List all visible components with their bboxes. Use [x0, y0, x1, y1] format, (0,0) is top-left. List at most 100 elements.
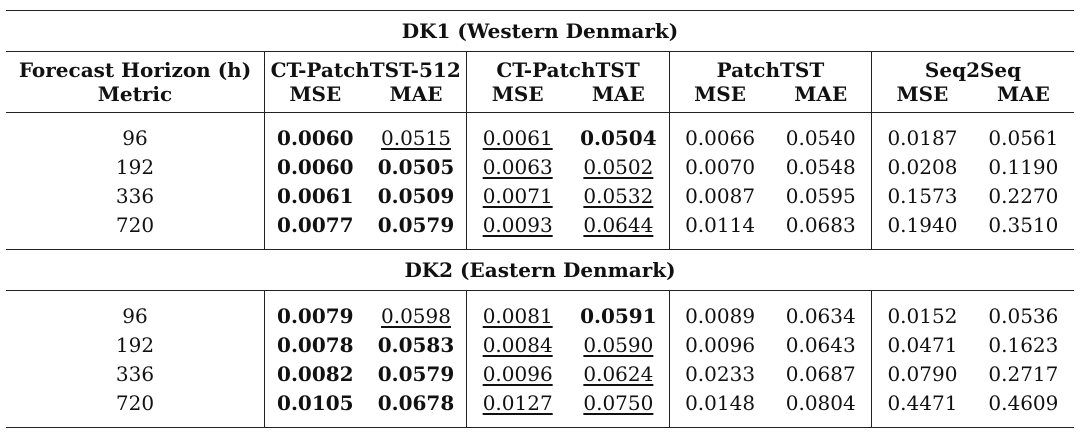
metric-value: 0.0579: [377, 361, 455, 386]
table-row: 336 0.0082 0.0579 0.0096 0.0624 0.0233 0.0687 0…: [6, 359, 1074, 388]
metric-cell: 0.0096: [668, 330, 771, 359]
metric-value: 0.0070: [685, 154, 756, 179]
metric-cell: 0.0060: [263, 123, 366, 152]
metric-value: 0.0148: [685, 390, 756, 415]
metric-value: 0.0644: [583, 212, 654, 237]
metric-cell: 0.0643: [770, 330, 871, 359]
metric-cell: 0.0634: [770, 301, 871, 330]
metric-value: 0.0187: [887, 125, 958, 150]
metric-cell: 0.0071: [466, 181, 569, 210]
metric-cell: 0.0644: [568, 210, 669, 239]
table-row: 192 0.0060 0.0505 0.0063 0.0502 0.0070 0.0548 0…: [6, 152, 1074, 181]
metric-value: 0.0591: [580, 303, 657, 328]
metric-cell: 0.0687: [770, 359, 871, 388]
metric-cell: 0.0061: [466, 123, 569, 152]
metric-mse-header: MSE: [263, 82, 366, 113]
metric-cell: 0.0152: [871, 301, 973, 330]
metric-value: 0.0096: [482, 361, 553, 386]
metric-cell: 0.4609: [973, 388, 1074, 417]
metric-value: 0.0579: [377, 212, 455, 237]
metric-value: 0.0515: [381, 125, 451, 150]
section-title-dk2: DK2 (Eastern Denmark): [404, 258, 676, 282]
metric-cell: 0.0532: [568, 181, 669, 210]
metric-value: 0.0082: [277, 361, 354, 386]
metric-cell: 0.0804: [770, 388, 871, 417]
metric-value: 0.0071: [482, 183, 553, 208]
metric-cell: 0.0595: [770, 181, 871, 210]
metric-cell: 0.0081: [466, 301, 569, 330]
horizon-cell: 336: [115, 183, 155, 208]
metric-value: 0.2270: [988, 183, 1059, 208]
metric-value: 0.0078: [277, 332, 354, 357]
metric-cell: 0.0087: [668, 181, 771, 210]
metric-cell: 0.0060: [263, 152, 366, 181]
metric-value: 0.0079: [277, 303, 354, 328]
metric-value: 0.4609: [988, 390, 1059, 415]
metric-cell: 0.0515: [366, 123, 467, 152]
table-row: 192 0.0078 0.0583 0.0084 0.0590 0.0096 0.0643 0…: [6, 330, 1074, 359]
metric-value: 0.0471: [887, 332, 958, 357]
metric-value: 0.0532: [583, 183, 654, 208]
horizon-cell: 96: [122, 125, 148, 150]
metric-cell: 0.0678: [366, 388, 467, 417]
table-row: 96 0.0060 0.0515 0.0061 0.0504 0.0066 0.0540 0.…: [6, 123, 1074, 152]
metric-cell: 0.0471: [871, 330, 973, 359]
metric-cell: 0.0061: [263, 181, 366, 210]
section-title-dk1: DK1 (Western Denmark): [401, 19, 679, 43]
metric-value: 0.0087: [685, 183, 756, 208]
metric-value: 0.0089: [685, 303, 756, 328]
horizon-cell: 96: [122, 303, 148, 328]
metric-value: 0.0687: [785, 361, 856, 386]
metric-cell: 0.0078: [263, 330, 366, 359]
metric-cell: 0.1190: [973, 152, 1074, 181]
metric-value: 0.0060: [277, 125, 354, 150]
metric-value: 0.0598: [381, 303, 451, 328]
horizon-cell: 336: [115, 361, 155, 386]
metric-cell: 0.0561: [973, 123, 1074, 152]
metric-cell: 0.0683: [770, 210, 871, 239]
metric-value: 0.0093: [482, 212, 553, 237]
horizon-cell: 720: [115, 390, 155, 415]
metric-value: 0.0624: [583, 361, 654, 386]
metric-cell: 0.0063: [466, 152, 569, 181]
metric-value: 0.0077: [277, 212, 354, 237]
metric-cell: 0.2717: [973, 359, 1074, 388]
metric-value: 0.0063: [482, 154, 553, 179]
table-row: 720 0.0077 0.0579 0.0093 0.0644 0.0114 0.0683 0…: [6, 210, 1074, 239]
metric-cell: 0.1573: [871, 181, 973, 210]
metric-value: 0.0084: [482, 332, 553, 357]
metric-cell: 0.0509: [366, 181, 467, 210]
metric-cell: 0.3510: [973, 210, 1074, 239]
metric-cell: 0.0089: [668, 301, 771, 330]
metric-cell: 0.0077: [263, 210, 366, 239]
metric-value: 0.1573: [887, 183, 958, 208]
metric-cell: 0.0079: [263, 301, 366, 330]
metric-value: 0.0096: [685, 332, 756, 357]
metric-value: 0.0066: [685, 125, 756, 150]
metric-cell: 0.0583: [366, 330, 467, 359]
metric-mae-header: MAE: [591, 82, 645, 106]
table-row: 96 0.0079 0.0598 0.0081 0.0591 0.0089 0.0634 0.…: [6, 301, 1074, 330]
metric-value: 0.0643: [785, 332, 856, 357]
metric-cell: 0.0750: [568, 388, 669, 417]
metric-value: 0.2717: [988, 361, 1059, 386]
metric-cell: 0.0624: [568, 359, 669, 388]
metric-mae-header: MAE: [389, 82, 443, 106]
metric-value: 0.0804: [785, 390, 856, 415]
metric-cell: 0.0148: [668, 388, 771, 417]
metric-value: 0.4471: [887, 390, 958, 415]
metric-value: 0.0505: [377, 154, 455, 179]
metric-value: 0.0790: [887, 361, 958, 386]
metric-value: 0.0634: [785, 303, 856, 328]
metric-cell: 0.0233: [668, 359, 771, 388]
horizon-cell: 720: [115, 212, 155, 237]
metric-cell: 0.0070: [668, 152, 771, 181]
table-row: 720 0.0105 0.0678 0.0127 0.0750 0.0148 0.0804 0…: [6, 388, 1074, 417]
metric-value: 0.0081: [482, 303, 553, 328]
metric-cell: 0.0187: [871, 123, 973, 152]
metric-value: 0.0127: [482, 390, 553, 415]
model-header-ct-patchtst: CT-PatchTST: [466, 51, 670, 82]
metric-mse-header: MSE: [466, 82, 569, 113]
metric-cell: 0.0084: [466, 330, 569, 359]
metric-value: 0.0540: [785, 125, 856, 150]
